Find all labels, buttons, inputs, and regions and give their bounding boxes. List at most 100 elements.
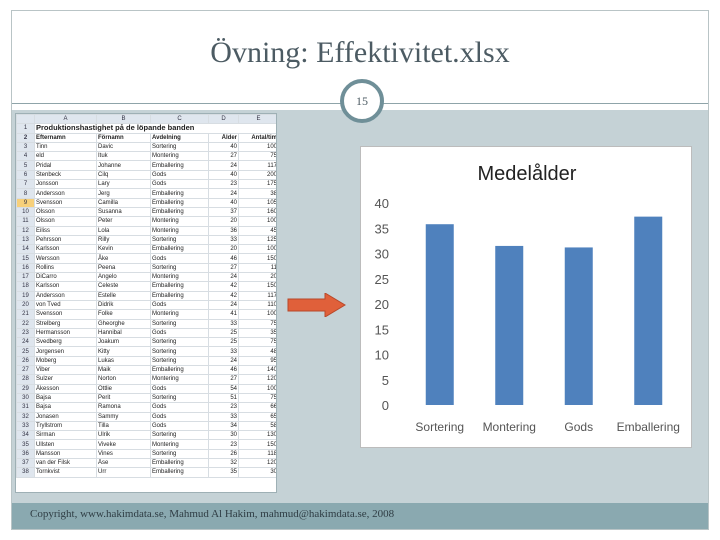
table-cell: 42 — [208, 281, 239, 292]
row-number: 33 — [16, 420, 35, 432]
table-cell: Ituk — [96, 151, 151, 162]
table-cell: Gods — [150, 383, 209, 394]
table-cell: 105 — [238, 197, 276, 208]
chart-title: Medelålder — [478, 163, 577, 185]
table-cell: 37 — [208, 206, 239, 218]
footer-band — [12, 503, 708, 529]
table-cell: Svensson — [34, 309, 97, 320]
table-row: 4 eld Ituk Montering 27 75 — [16, 151, 276, 162]
table-cell: 150 — [238, 253, 276, 264]
table-cell: 117 — [238, 290, 276, 301]
row-number: 17 — [16, 272, 35, 283]
copyright-text: Copyright, www.hakimdata.se, Mahmud Al H… — [30, 508, 395, 520]
table-cell: Eiliss — [34, 225, 97, 236]
table-cell: 75 — [238, 318, 276, 329]
chart-panel: Medelålder 0 5 10 15 20 25 30 35 40 Sortering Mont… — [360, 146, 692, 448]
table-cell: 51 — [208, 392, 239, 404]
table-row: 33 Tryllstrom Tilla Gods 34 58 — [16, 420, 276, 432]
row-number: 15 — [16, 253, 35, 264]
table-cell: 25 — [208, 327, 239, 339]
table-row: 30 Bajsa Perit Sortering 51 75 — [16, 392, 276, 404]
category-label: Emballering — [617, 420, 680, 434]
table-cell: Andersson — [34, 188, 97, 199]
table-cell: 160 — [238, 206, 276, 218]
category-label: Montering — [483, 420, 536, 434]
table-cell: 117 — [238, 160, 276, 171]
table-cell: Montering — [150, 439, 209, 450]
table-cell: 140 — [238, 364, 276, 376]
table-cell: Celeste — [96, 281, 151, 292]
row-number: 26 — [16, 355, 35, 367]
table-cell: Sortering — [150, 346, 209, 357]
table-cell: Gods — [150, 179, 209, 190]
table-cell: von Tved — [34, 299, 97, 311]
table-cell: Åse — [96, 457, 151, 469]
y-tick-label: 25 — [375, 272, 389, 287]
column-letter: A — [34, 114, 97, 125]
table-cell: Lary — [96, 179, 151, 190]
row-number: 13 — [16, 234, 35, 246]
table-cell: Perit — [96, 392, 151, 404]
table-cell: Svensson — [34, 197, 97, 208]
table-row: 32 Jonasen Sammy Gods 33 65 — [16, 411, 276, 422]
table-cell: 34 — [208, 420, 239, 432]
table-cell: Sortering — [150, 337, 209, 348]
table-cell: Maik — [96, 364, 151, 376]
table-cell: Ramona — [96, 402, 151, 413]
table-row: 24 Svedberg Joakum Sortering 25 75 — [16, 337, 276, 348]
table-cell: Davic — [96, 141, 151, 153]
sheet-title: Produktionshastighet på de löpande bande… — [34, 123, 276, 134]
row-number: 5 — [16, 160, 35, 171]
table-cell: 65 — [238, 411, 276, 422]
table-cell: 125 — [238, 234, 276, 246]
table-cell: 54 — [208, 383, 239, 394]
table-cell: 24 — [208, 188, 239, 199]
table-cell: Urr — [96, 467, 151, 478]
table-cell: 95 — [238, 355, 276, 367]
table-cell: Tinn — [34, 141, 97, 153]
table-cell: 130 — [238, 430, 276, 441]
table-cell: Moberg — [34, 355, 97, 367]
y-tick-label: 30 — [375, 247, 389, 262]
table-cell: 42 — [208, 290, 239, 301]
table-cell: Sortering — [150, 355, 209, 367]
column-letter: D — [208, 114, 239, 125]
table-row: 7 Jonsson Lary Gods 23 175 — [16, 179, 276, 190]
table-row: 29 Åkesson Ottlie Gods 54 100 — [16, 383, 276, 394]
table-row: 8 Andersson Jerg Emballering 24 38 — [16, 188, 276, 199]
table-cell: Tornkvist — [34, 467, 97, 478]
row-number: 37 — [16, 457, 35, 469]
table-cell: Peena — [96, 262, 151, 274]
table-row: 21 Svensson Folke Montering 41 100 — [16, 309, 276, 320]
table-cell: Gods — [150, 420, 209, 432]
spreadsheet-table: A B C D E 1 Produktionshastighet på de löpande… — [16, 114, 276, 478]
table-cell: Rilly — [96, 234, 151, 246]
table-row: 3 Tinn Davic Sortering 40 100 — [16, 141, 276, 153]
table-cell: Emballering — [150, 206, 209, 218]
table-cell: Viber — [34, 364, 97, 376]
table-cell: 100 — [238, 383, 276, 394]
table-cell: Norton — [96, 374, 151, 385]
table-cell: Sortering — [150, 141, 209, 153]
table-cell: 20 — [208, 244, 239, 255]
table-cell: DiCarro — [34, 272, 97, 283]
table-cell: Gods — [150, 327, 209, 339]
table-row: 38 Tornkvist Urr Emballering 35 30 — [16, 467, 276, 478]
table-cell: 40 — [208, 141, 239, 153]
table-cell: 40 — [208, 169, 239, 181]
table-row: 18 Karlsson Celeste Emballering 42 150 — [16, 281, 276, 292]
table-cell: Montering — [150, 272, 209, 283]
row-number: 16 — [16, 262, 35, 274]
row-number: 9 — [16, 197, 35, 208]
table-cell: 27 — [208, 262, 239, 274]
page-number-badge: 15 — [340, 79, 384, 123]
column-header: Avdelning — [150, 132, 209, 143]
table-cell: 100 — [238, 216, 276, 227]
y-tick-label: 35 — [375, 221, 389, 236]
table-cell: 120 — [238, 457, 276, 469]
row-number: 7 — [16, 179, 35, 190]
table-cell: Montering — [150, 374, 209, 385]
table-cell: Didrik — [96, 299, 151, 311]
table-cell: Åke — [96, 253, 151, 264]
